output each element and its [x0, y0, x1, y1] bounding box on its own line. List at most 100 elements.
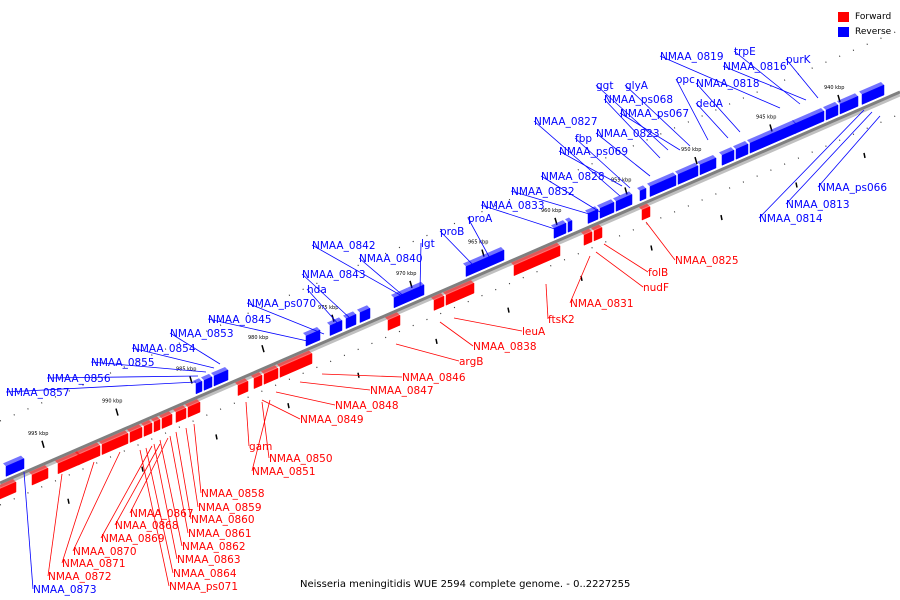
reverse-feature[interactable] — [719, 147, 735, 166]
forward-feature[interactable] — [173, 405, 187, 423]
reverse-gene-label[interactable]: NMAA_0857 — [6, 387, 70, 399]
reverse-feature[interactable] — [647, 172, 677, 197]
forward-gene-label[interactable]: NMAA_0868 — [115, 520, 179, 532]
forward-feature[interactable] — [511, 242, 561, 277]
reverse-gene-label[interactable]: ggt — [596, 80, 613, 92]
reverse-feature[interactable] — [697, 154, 717, 176]
forward-gene-label[interactable]: NMAA_ps071 — [169, 581, 238, 593]
forward-feature[interactable] — [29, 465, 49, 486]
forward-feature[interactable] — [235, 378, 249, 396]
forward-feature[interactable] — [261, 365, 279, 385]
reverse-gene-label[interactable]: proB — [440, 226, 464, 238]
reverse-feature[interactable] — [201, 373, 213, 391]
forward-gene-label[interactable]: NMAA_0851 — [252, 466, 316, 478]
forward-gene-label[interactable]: NMAA_0862 — [182, 541, 246, 553]
forward-gene-label[interactable]: NMAA_0863 — [177, 554, 241, 566]
forward-gene-label[interactable]: NMAA_0831 — [570, 298, 634, 310]
forward-gene-label[interactable]: NMAA_0864 — [173, 568, 237, 580]
reverse-feature[interactable] — [597, 199, 615, 219]
forward-feature[interactable] — [141, 419, 153, 437]
forward-feature[interactable] — [99, 430, 129, 456]
forward-gene-label[interactable]: folB — [648, 267, 668, 279]
forward-feature[interactable] — [127, 424, 143, 443]
forward-feature[interactable] — [385, 312, 401, 331]
forward-feature[interactable] — [185, 399, 201, 418]
forward-gene-label[interactable]: NMAA_0838 — [473, 341, 537, 353]
reverse-gene-label[interactable]: NMAA_0832 — [511, 186, 575, 198]
reverse-feature[interactable] — [859, 81, 885, 105]
reverse-gene-label[interactable]: lgt — [421, 238, 435, 250]
reverse-gene-label[interactable]: NMAA_ps069 — [559, 146, 628, 158]
reverse-feature[interactable] — [327, 317, 343, 337]
forward-gene-label[interactable]: NMAA_0860 — [191, 514, 255, 526]
reverse-gene-label[interactable]: NMAA_0856 — [47, 373, 111, 385]
forward-feature[interactable] — [581, 228, 593, 246]
forward-gene-label[interactable]: NMAA_0850 — [269, 453, 333, 465]
reverse-gene-label[interactable]: NMAA_0873 — [33, 584, 97, 596]
reverse-gene-label[interactable]: NMAA_0853 — [170, 328, 234, 340]
reverse-feature[interactable] — [303, 326, 321, 347]
forward-feature[interactable] — [639, 203, 651, 221]
reverse-gene-label[interactable]: NMAA_0845 — [208, 314, 272, 326]
reverse-feature[interactable] — [357, 305, 371, 323]
reverse-feature[interactable] — [343, 311, 357, 330]
forward-gene-label[interactable]: NMAA_0858 — [201, 488, 265, 500]
forward-feature[interactable] — [251, 372, 263, 390]
forward-gene-label[interactable]: NMAA_0859 — [198, 502, 262, 514]
reverse-gene-label[interactable]: opc — [676, 74, 695, 86]
reverse-feature[interactable] — [675, 162, 699, 185]
reverse-feature[interactable] — [613, 191, 633, 212]
reverse-feature[interactable] — [391, 287, 411, 309]
forward-feature[interactable] — [431, 293, 445, 311]
reverse-feature[interactable] — [193, 378, 203, 395]
forward-feature[interactable] — [0, 479, 17, 500]
forward-gene-label[interactable]: NMAA_0849 — [300, 414, 364, 426]
reverse-gene-label[interactable]: proA — [468, 213, 493, 225]
reverse-feature[interactable] — [211, 366, 229, 387]
forward-gene-label[interactable]: NMAA_0867 — [130, 508, 194, 520]
reverse-gene-label[interactable]: NMAA_0833 — [481, 200, 545, 212]
reverse-feature[interactable] — [551, 220, 567, 239]
forward-feature[interactable] — [159, 411, 173, 430]
reverse-gene-label[interactable]: NMAA_0813 — [786, 199, 850, 211]
forward-gene-label[interactable]: NMAA_0825 — [675, 255, 739, 267]
forward-gene-label[interactable]: NMAA_0871 — [62, 558, 126, 570]
reverse-gene-label[interactable]: glyA — [625, 80, 649, 92]
forward-gene-label[interactable]: NMAA_0847 — [370, 385, 434, 397]
reverse-feature[interactable] — [837, 93, 859, 115]
reverse-gene-label[interactable]: NMAA_0854 — [132, 343, 196, 355]
reverse-gene-label[interactable]: NMAA_0828 — [541, 171, 605, 183]
reverse-gene-label[interactable]: NMAA_0840 — [359, 253, 423, 265]
reverse-feature[interactable] — [733, 141, 749, 160]
reverse-gene-label[interactable]: NMAA_ps067 — [620, 108, 689, 120]
reverse-gene-label[interactable]: dedA — [696, 98, 724, 110]
reverse-gene-label[interactable]: NMAA_0816 — [723, 61, 787, 73]
forward-gene-label[interactable]: NMAA_0848 — [335, 400, 399, 412]
reverse-gene-label[interactable]: NMAA_0855 — [91, 357, 155, 369]
reverse-gene-label[interactable]: NMAA_ps068 — [604, 94, 673, 106]
forward-gene-label[interactable]: argB — [459, 356, 483, 368]
forward-gene-label[interactable]: NMAA_0869 — [101, 533, 165, 545]
reverse-gene-label[interactable]: NMAA_0823 — [596, 128, 660, 140]
reverse-feature[interactable] — [823, 101, 839, 121]
forward-feature[interactable] — [151, 416, 161, 433]
reverse-gene-label[interactable]: NMAA_0827 — [534, 116, 598, 128]
reverse-gene-label[interactable]: trpE — [734, 46, 756, 58]
forward-feature[interactable] — [591, 224, 603, 242]
forward-gene-label[interactable]: leuA — [522, 326, 546, 338]
forward-gene-label[interactable]: ftsK2 — [548, 314, 575, 326]
reverse-gene-label[interactable]: NMAA_ps066 — [818, 182, 887, 194]
reverse-gene-label[interactable]: NMAA_0843 — [302, 269, 366, 281]
forward-feature[interactable] — [55, 451, 81, 475]
reverse-gene-label[interactable]: NMAA_0819 — [660, 51, 724, 63]
reverse-feature[interactable] — [585, 206, 599, 224]
reverse-gene-label[interactable]: fbp — [575, 133, 592, 145]
reverse-feature[interactable] — [637, 185, 647, 202]
reverse-gene-label[interactable]: NMAA_0818 — [696, 78, 760, 90]
reverse-feature[interactable] — [463, 255, 485, 277]
forward-feature[interactable] — [443, 280, 475, 306]
forward-gene-label[interactable]: NMAA_0846 — [402, 372, 466, 384]
forward-gene-label[interactable]: gam — [249, 441, 272, 453]
reverse-gene-label[interactable]: hda — [307, 284, 327, 296]
forward-gene-label[interactable]: NMAA_0861 — [188, 528, 252, 540]
